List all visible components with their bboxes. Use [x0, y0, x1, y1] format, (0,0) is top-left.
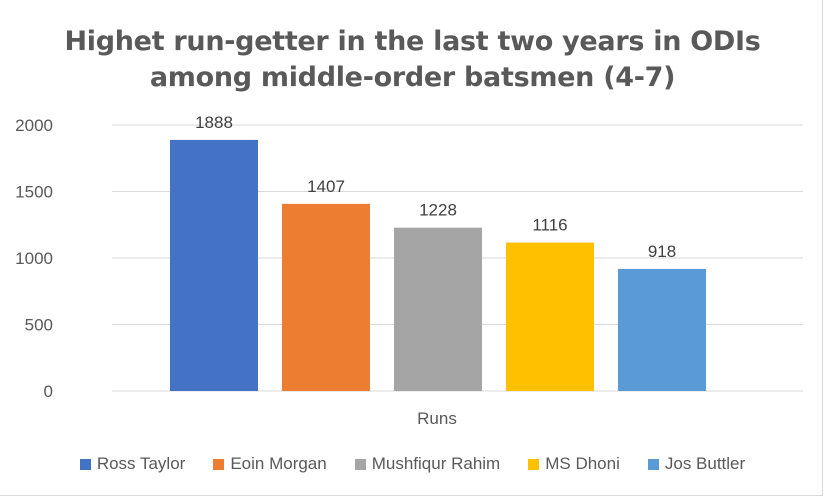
chart-title-line-2: among middle-order batsmen (4-7) [149, 62, 676, 93]
y-tick-label: 1000 [15, 249, 53, 268]
legend-swatch [213, 458, 225, 470]
chart-legend: Ross Taylor Eoin Morgan Mushfiqur Rahim MS … [0, 454, 825, 474]
legend-swatch [79, 458, 91, 470]
legend-item: Jos Buttler [647, 454, 746, 474]
legend-item: MS Dhoni [528, 454, 620, 474]
y-tick-label: 2000 [15, 116, 53, 135]
bar [282, 203, 370, 391]
bar [170, 139, 258, 391]
y-tick-label: 0 [44, 382, 53, 401]
legend-swatch [647, 458, 659, 470]
legend-swatch [354, 458, 366, 470]
y-tick-label: 1500 [15, 183, 53, 202]
legend-item: Ross Taylor [79, 454, 186, 474]
data-label: 1228 [419, 201, 457, 220]
bar [506, 242, 594, 391]
legend-label: Ross Taylor [96, 454, 186, 473]
legend-item: Eoin Morgan [213, 454, 327, 474]
legend-label: Mushfiqur Rahim [371, 454, 501, 473]
y-tick-label: 500 [25, 316, 53, 335]
legend-label: MS Dhoni [545, 454, 620, 473]
legend-label: Jos Buttler [664, 454, 746, 473]
data-label: 1407 [307, 177, 345, 196]
x-category-label: Runs [417, 409, 457, 428]
chart-title: Highet run-getter in the last two years … [0, 24, 825, 96]
bar [618, 268, 706, 391]
legend-swatch [528, 458, 540, 470]
data-label: 918 [648, 242, 676, 261]
data-label: 1888 [195, 113, 233, 132]
bar [394, 227, 482, 391]
legend-item: Mushfiqur Rahim [354, 454, 501, 474]
legend-label: Eoin Morgan [230, 454, 327, 473]
chart-title-line-1: Highet run-getter in the last two years … [64, 26, 761, 57]
data-label: 1116 [532, 216, 567, 235]
